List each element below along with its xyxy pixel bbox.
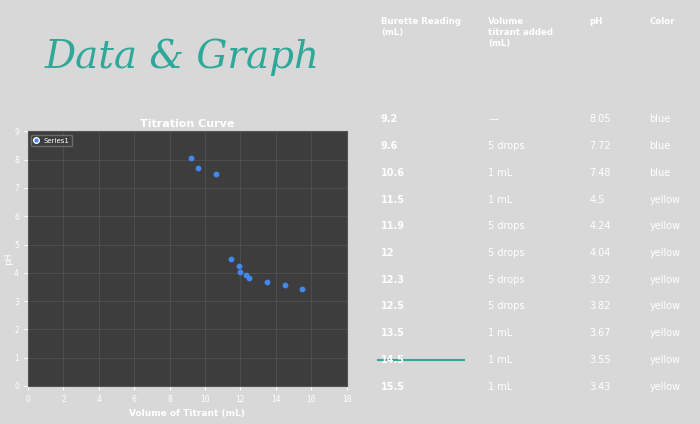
Text: 12.3: 12.3	[381, 275, 405, 285]
Text: pH: pH	[589, 17, 603, 26]
Text: 4.5: 4.5	[589, 195, 605, 205]
Text: 1 mL: 1 mL	[489, 355, 512, 365]
Text: 9.2: 9.2	[381, 114, 398, 125]
Text: yellow: yellow	[650, 195, 680, 205]
Text: 3.92: 3.92	[589, 275, 610, 285]
Text: 4.04: 4.04	[589, 248, 610, 258]
Point	[226, 255, 237, 262]
Text: 5 drops: 5 drops	[489, 248, 525, 258]
Text: 7.72: 7.72	[589, 141, 611, 151]
Text: Volume
titrant added
(mL): Volume titrant added (mL)	[489, 17, 553, 48]
Text: 3.43: 3.43	[589, 382, 610, 392]
Point	[279, 282, 290, 289]
Text: yellow: yellow	[650, 275, 680, 285]
Point	[240, 272, 251, 279]
Text: 1 mL: 1 mL	[489, 195, 512, 205]
Text: 3.67: 3.67	[589, 328, 610, 338]
Text: Color: Color	[650, 17, 676, 26]
Y-axis label: pH: pH	[4, 252, 13, 265]
Text: 8.05: 8.05	[589, 114, 610, 125]
Text: 1 mL: 1 mL	[489, 168, 512, 178]
Point	[261, 279, 272, 285]
Text: 7.48: 7.48	[589, 168, 610, 178]
Point	[210, 171, 221, 178]
Text: 5 drops: 5 drops	[489, 141, 525, 151]
Text: 4.24: 4.24	[589, 221, 610, 232]
Title: Titration Curve: Titration Curve	[140, 119, 234, 129]
Point	[244, 274, 255, 281]
Text: 14.5: 14.5	[381, 355, 405, 365]
Text: 1 mL: 1 mL	[489, 382, 512, 392]
Text: blue: blue	[650, 114, 671, 125]
Point	[186, 155, 197, 162]
Text: 1 mL: 1 mL	[489, 328, 512, 338]
Text: yellow: yellow	[650, 221, 680, 232]
Text: 3.82: 3.82	[589, 301, 610, 312]
Point	[297, 285, 308, 292]
Point	[193, 164, 204, 171]
Text: 12: 12	[381, 248, 394, 258]
Text: Data & Graph: Data & Graph	[45, 38, 319, 75]
Point	[233, 262, 244, 269]
Text: yellow: yellow	[650, 355, 680, 365]
Text: Burette Reading
(mL): Burette Reading (mL)	[381, 17, 461, 37]
Text: —: —	[489, 114, 498, 125]
Text: yellow: yellow	[650, 382, 680, 392]
Text: 13.5: 13.5	[381, 328, 405, 338]
Text: 15.5: 15.5	[381, 382, 405, 392]
Text: yellow: yellow	[650, 301, 680, 312]
Text: yellow: yellow	[650, 328, 680, 338]
Text: 10.6: 10.6	[381, 168, 405, 178]
Text: 11.5: 11.5	[381, 195, 405, 205]
Text: 9.6: 9.6	[381, 141, 398, 151]
Text: 11.9: 11.9	[381, 221, 405, 232]
Text: 5 drops: 5 drops	[489, 221, 525, 232]
Text: 5 drops: 5 drops	[489, 301, 525, 312]
Legend: Series1: Series1	[32, 135, 72, 146]
Text: yellow: yellow	[650, 248, 680, 258]
Point	[234, 268, 246, 275]
X-axis label: Volume of Titrant (mL): Volume of Titrant (mL)	[130, 410, 245, 418]
Text: 5 drops: 5 drops	[489, 275, 525, 285]
Text: blue: blue	[650, 168, 671, 178]
Text: 3.55: 3.55	[589, 355, 610, 365]
Text: blue: blue	[650, 141, 671, 151]
Text: 12.5: 12.5	[381, 301, 405, 312]
